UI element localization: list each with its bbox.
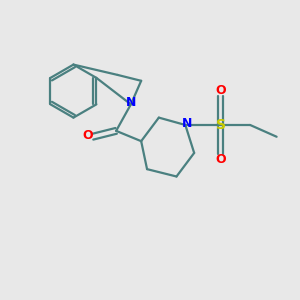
Text: N: N [126, 96, 136, 110]
Text: O: O [215, 84, 226, 97]
Text: N: N [182, 117, 192, 130]
Text: O: O [215, 153, 226, 166]
Text: O: O [82, 129, 93, 142]
Text: S: S [216, 118, 226, 132]
